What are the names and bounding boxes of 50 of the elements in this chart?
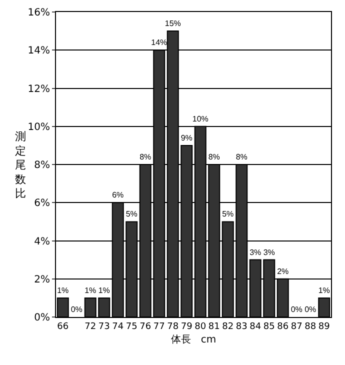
x-tick-label: 83 bbox=[236, 322, 248, 332]
data-label: 9% bbox=[180, 133, 192, 142]
x-tick-label: 85 bbox=[263, 322, 275, 332]
data-label: 0% bbox=[70, 305, 82, 314]
x-tick-label: 72 bbox=[84, 322, 96, 332]
y-tick-label: 8% bbox=[34, 160, 50, 171]
x-tick-label: 84 bbox=[250, 322, 262, 332]
data-label: 1% bbox=[57, 286, 69, 295]
x-tick-label: 78 bbox=[167, 322, 179, 332]
data-label: 1% bbox=[318, 286, 330, 295]
data-label: 3% bbox=[250, 248, 262, 257]
data-label: 8% bbox=[140, 152, 152, 162]
y-tick-label: 10% bbox=[28, 122, 50, 133]
x-tick-label: 66 bbox=[57, 322, 69, 332]
y-axis-title: 測定尾数比 bbox=[15, 130, 26, 200]
y-tick-label: 12% bbox=[28, 84, 50, 95]
data-label: 3% bbox=[263, 248, 275, 257]
data-label: 0% bbox=[290, 305, 302, 314]
data-label: 0% bbox=[304, 305, 316, 314]
x-tick-label: 87 bbox=[290, 322, 302, 332]
x-tick-label: 74 bbox=[112, 322, 124, 332]
x-tick-label: 81 bbox=[208, 322, 220, 332]
x-tick-label: 82 bbox=[222, 322, 234, 332]
data-label: 1% bbox=[84, 286, 96, 295]
data-label: 1% bbox=[98, 286, 110, 295]
y-tick-label: 2% bbox=[34, 274, 50, 286]
data-label: 5% bbox=[222, 210, 234, 219]
y-tick-label: 4% bbox=[34, 236, 50, 248]
data-label: 15% bbox=[164, 19, 181, 28]
data-label: 2% bbox=[277, 266, 289, 276]
data-label: 5% bbox=[126, 210, 138, 219]
x-tick-label: 75 bbox=[126, 322, 138, 332]
x-tick-label: 76 bbox=[140, 322, 152, 332]
x-tick-label: 77 bbox=[153, 322, 165, 332]
data-label: 8% bbox=[208, 152, 220, 162]
data-label: 6% bbox=[112, 190, 124, 200]
x-axis-title: 体長 cm bbox=[170, 333, 216, 346]
y-tick-label: 14% bbox=[28, 46, 50, 57]
x-tick-label: 89 bbox=[318, 322, 330, 332]
x-tick-label: 73 bbox=[98, 322, 110, 332]
y-tick-label: 16% bbox=[28, 8, 50, 18]
x-tick-label: 80 bbox=[194, 322, 206, 332]
x-tick-label: 86 bbox=[277, 322, 289, 332]
x-tick-label: 88 bbox=[304, 322, 316, 332]
data-label: 8% bbox=[236, 152, 248, 162]
data-label: 10% bbox=[192, 114, 208, 124]
y-tick-label: 6% bbox=[34, 198, 50, 210]
data-label: 14% bbox=[151, 38, 168, 48]
y-tick-label: 0% bbox=[34, 312, 50, 324]
x-tick-label: 79 bbox=[180, 322, 193, 332]
